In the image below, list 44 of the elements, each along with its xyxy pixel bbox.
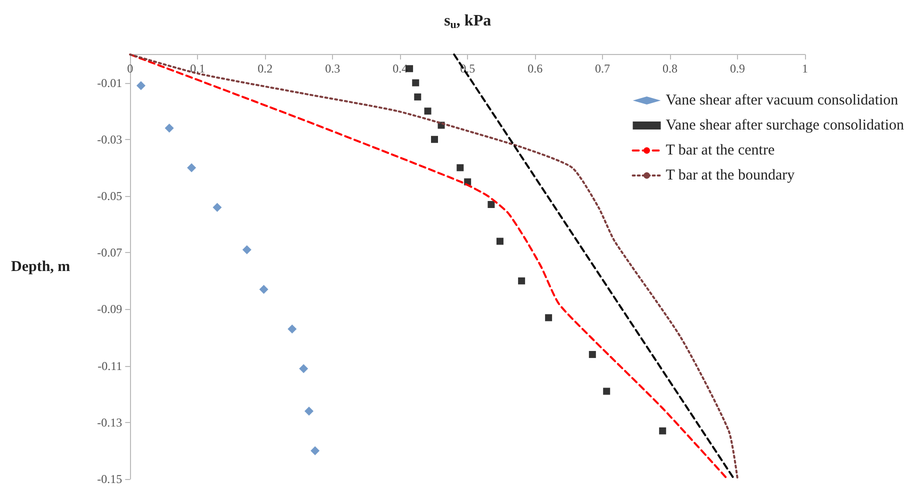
- point: [545, 314, 552, 322]
- point: [414, 93, 422, 100]
- point: [136, 81, 146, 90]
- point: [299, 364, 308, 374]
- point: [242, 245, 252, 254]
- point: [310, 446, 320, 456]
- point: [187, 163, 196, 172]
- x-tick-label: 0.7: [595, 62, 610, 76]
- point: [518, 277, 526, 284]
- legend-label: T bar at the boundary: [666, 168, 796, 184]
- point: [603, 388, 610, 395]
- y-tick-label: -0.13: [97, 415, 122, 430]
- point: [456, 164, 464, 172]
- point: [412, 79, 420, 86]
- x-tick-label: 0.2: [258, 62, 273, 76]
- point: [431, 136, 438, 143]
- y-tick-label: -0.15: [97, 472, 122, 486]
- y-tick-label: -0.07: [97, 246, 122, 260]
- x-tick-label: 0.9: [730, 62, 746, 76]
- y-tick-label: -0.03: [97, 132, 122, 146]
- legend-label: Vane shear after surchage consolidation: [666, 118, 904, 134]
- point: [588, 350, 596, 358]
- point: [164, 124, 174, 133]
- point: [424, 108, 432, 115]
- x-tick-label: 0.1: [190, 62, 206, 76]
- point: [259, 284, 268, 294]
- point: [304, 406, 314, 416]
- x-tick-label: 0: [127, 62, 134, 76]
- point: [496, 238, 504, 245]
- point: [488, 200, 495, 208]
- y-tick-label: -0.09: [97, 302, 122, 316]
- x-tick-label: 1: [802, 62, 808, 76]
- point: [288, 324, 297, 334]
- y-axis-title: Depth, m: [10, 258, 71, 275]
- x-tick-label: 0.6: [528, 62, 543, 76]
- y-tick-label: -0.01: [97, 76, 122, 90]
- legend-label: T bar at the centre: [666, 142, 775, 158]
- point: [659, 427, 666, 434]
- y-tick-label: -0.11: [98, 358, 122, 373]
- point: [212, 202, 222, 212]
- y-tick-label: -0.05: [97, 189, 122, 203]
- x-tick-label: 0.3: [325, 62, 340, 76]
- x-tick-label: 0.8: [662, 62, 678, 76]
- legend-label: Vane shear after vacuum consolidation: [666, 92, 899, 108]
